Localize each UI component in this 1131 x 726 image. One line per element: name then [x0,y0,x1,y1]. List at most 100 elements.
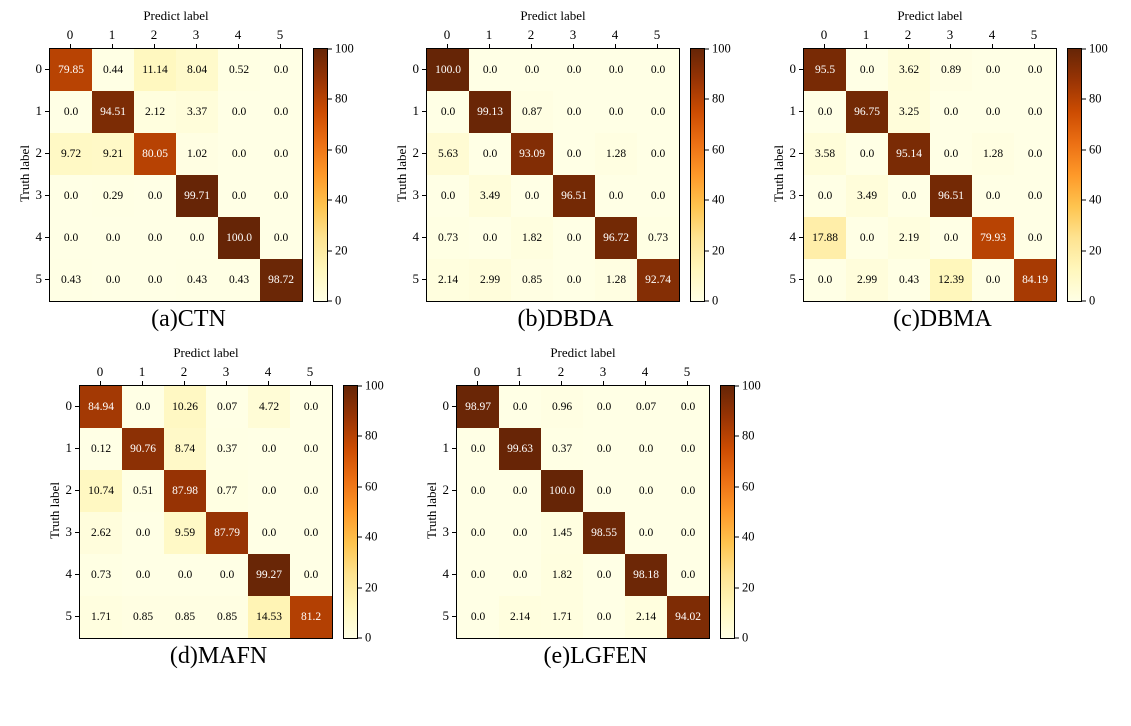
colorbar-wrap: 0 20 40 60 80 100 [1067,42,1114,308]
colorbar-tick-label: 80 [1082,92,1102,107]
heatmap-cell: 0.0 [804,259,846,301]
heatmap-cell: 0.0 [930,133,972,175]
heatmap-cell: 2.62 [80,512,122,554]
heatmap-cell: 0.0 [553,217,595,259]
x-tick-mark [1033,44,1035,48]
heatmap-cell: 0.0 [667,386,709,428]
heatmap-cell: 0.0 [122,554,164,596]
colorbar-tick-label: 100 [705,42,731,57]
colorbar-tick-label: 20 [735,580,755,595]
heatmap-cell: 96.51 [930,175,972,217]
colorbar-wrap: 0 20 40 60 80 100 [313,42,360,308]
y-tick-label: 2 [787,132,803,174]
heatmap-cell: 98.18 [625,554,667,596]
heatmap-cell: 1.71 [80,596,122,638]
heatmap-cell: 0.0 [972,91,1014,133]
x-tick-mark [907,44,909,48]
y-tick-mark [422,278,426,280]
colorbar-tick-label: 100 [358,379,384,394]
heatmap-cell: 0.0 [930,217,972,259]
x-tick-label: 5 [636,26,678,48]
y-tick-label: 1 [63,427,79,469]
y-tick-label: 3 [33,174,49,216]
x-tick-label: 1 [498,363,540,385]
heatmap-cell: 2.14 [427,259,469,301]
y-tick-mark [799,278,803,280]
colorbar-tick-label: 80 [705,92,725,107]
y-tick-mark [75,489,79,491]
heatmap-cell: 0.0 [499,470,541,512]
heatmap-cell: 0.43 [176,259,218,301]
y-tick-label: 0 [33,48,49,90]
colorbar-tick-mark [735,435,739,437]
heatmap-cell: 0.0 [469,217,511,259]
colorbar-tick-label: 20 [328,243,348,258]
heatmap-cell: 1.28 [972,133,1014,175]
colorbar-tick-mark [705,48,709,50]
heatmap-cell: 0.0 [290,386,332,428]
x-tick-mark [69,44,71,48]
x-tick-mark [572,44,574,48]
heatmap-cell: 0.0 [888,175,930,217]
heatmap-cell: 0.0 [583,596,625,638]
heatmap-cell: 1.02 [176,133,218,175]
y-tick-mark [422,110,426,112]
colorbar-tick-label: 0 [328,294,341,309]
colorbar-tick-mark [328,250,332,252]
y-tick-mark [45,68,49,70]
heatmap-cell: 80.05 [134,133,176,175]
heatmap-cell: 2.14 [499,596,541,638]
y-tick-mark [75,531,79,533]
heatmap-cell: 0.73 [427,217,469,259]
x-tick-mark [949,44,951,48]
heatmap-cell: 0.0 [176,217,218,259]
x-tick-mark [195,44,197,48]
heatmap-cell: 2.99 [469,259,511,301]
y-tick-label: 2 [440,469,456,511]
colorbar-tick-label: 80 [328,92,348,107]
heatmap-cell: 9.72 [50,133,92,175]
colorbar-tick-mark [328,199,332,201]
colorbar-tick-mark [705,250,709,252]
y-tick-label: 5 [410,258,426,300]
heatmap-cell: 0.0 [667,554,709,596]
heatmap-cell: 14.53 [248,596,290,638]
x-tick-mark [476,381,478,385]
heatmap-cell: 3.37 [176,91,218,133]
heatmap-cell: 92.74 [637,259,679,301]
heatmap-cell: 3.58 [804,133,846,175]
colorbar-tick-labels: 0 20 40 60 80 100 [358,379,390,645]
y-tick-mark [799,110,803,112]
heatmap-cell: 1.82 [541,554,583,596]
heatmap-cell: 0.0 [553,91,595,133]
heatmap-cell: 0.0 [218,133,260,175]
heatmap-cell: 2.14 [625,596,667,638]
heatmap-cell: 0.0 [290,512,332,554]
y-tick-mark [45,110,49,112]
heatmap-cell: 0.0 [1014,217,1056,259]
y-tick-label: 2 [410,132,426,174]
heatmap-cell: 0.0 [804,91,846,133]
heatmap-cell: 11.14 [134,49,176,91]
heatmap-cell: 0.0 [1014,133,1056,175]
heatmap-cell: 12.39 [930,259,972,301]
panel-caption: (c)DBMA [893,306,992,332]
heatmap-cell: 1.45 [541,512,583,554]
colorbar-tick-mark [735,536,739,538]
heatmap-cell: 9.59 [164,512,206,554]
x-tick-mark [237,44,239,48]
x-tick-mark [656,44,658,48]
heatmap-grid: 98.97 0.0 0.96 0.0 0.07 0.0 0.0 99.63 0.37 0.0 0.0… [456,385,710,639]
x-tick-mark [823,44,825,48]
x-tick-label: 4 [624,363,666,385]
heatmap-cell: 0.0 [846,217,888,259]
heatmap-cell: 0.0 [134,217,176,259]
heatmap-cell: 79.85 [50,49,92,91]
